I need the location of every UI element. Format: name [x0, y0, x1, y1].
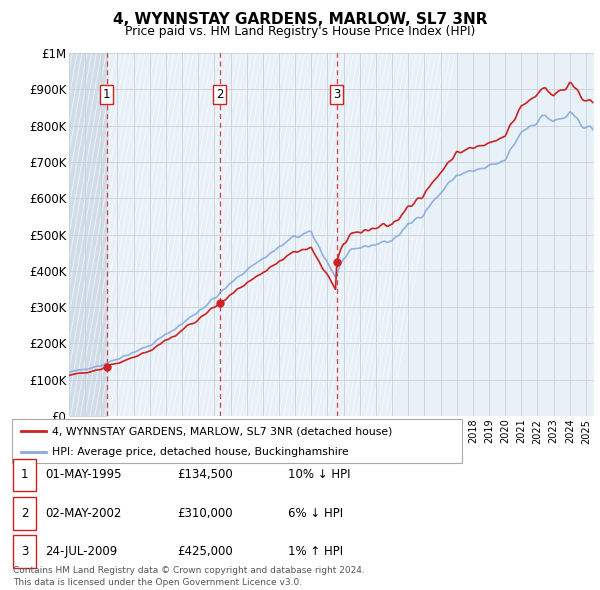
Text: 4, WYNNSTAY GARDENS, MARLOW, SL7 3NR: 4, WYNNSTAY GARDENS, MARLOW, SL7 3NR	[113, 12, 487, 27]
FancyBboxPatch shape	[12, 419, 462, 463]
Text: 2: 2	[216, 88, 223, 101]
Text: This data is licensed under the Open Government Licence v3.0.: This data is licensed under the Open Gov…	[13, 578, 302, 587]
Text: £425,000: £425,000	[177, 545, 233, 558]
Text: 24-JUL-2009: 24-JUL-2009	[45, 545, 117, 558]
Text: Price paid vs. HM Land Registry's House Price Index (HPI): Price paid vs. HM Land Registry's House …	[125, 25, 475, 38]
Text: 1% ↑ HPI: 1% ↑ HPI	[288, 545, 343, 558]
Text: 4, WYNNSTAY GARDENS, MARLOW, SL7 3NR (detached house): 4, WYNNSTAY GARDENS, MARLOW, SL7 3NR (de…	[53, 427, 393, 436]
Text: 3: 3	[21, 545, 28, 558]
Text: 01-MAY-1995: 01-MAY-1995	[45, 468, 121, 481]
Text: £134,500: £134,500	[177, 468, 233, 481]
Text: 02-MAY-2002: 02-MAY-2002	[45, 507, 121, 520]
Text: 10% ↓ HPI: 10% ↓ HPI	[288, 468, 350, 481]
Text: 3: 3	[333, 88, 340, 101]
Text: 6% ↓ HPI: 6% ↓ HPI	[288, 507, 343, 520]
Text: £310,000: £310,000	[177, 507, 233, 520]
Text: Contains HM Land Registry data © Crown copyright and database right 2024.: Contains HM Land Registry data © Crown c…	[13, 566, 365, 575]
Text: 2: 2	[21, 507, 28, 520]
Text: HPI: Average price, detached house, Buckinghamshire: HPI: Average price, detached house, Buck…	[53, 447, 349, 457]
Text: 1: 1	[103, 88, 110, 101]
Text: 1: 1	[21, 468, 28, 481]
